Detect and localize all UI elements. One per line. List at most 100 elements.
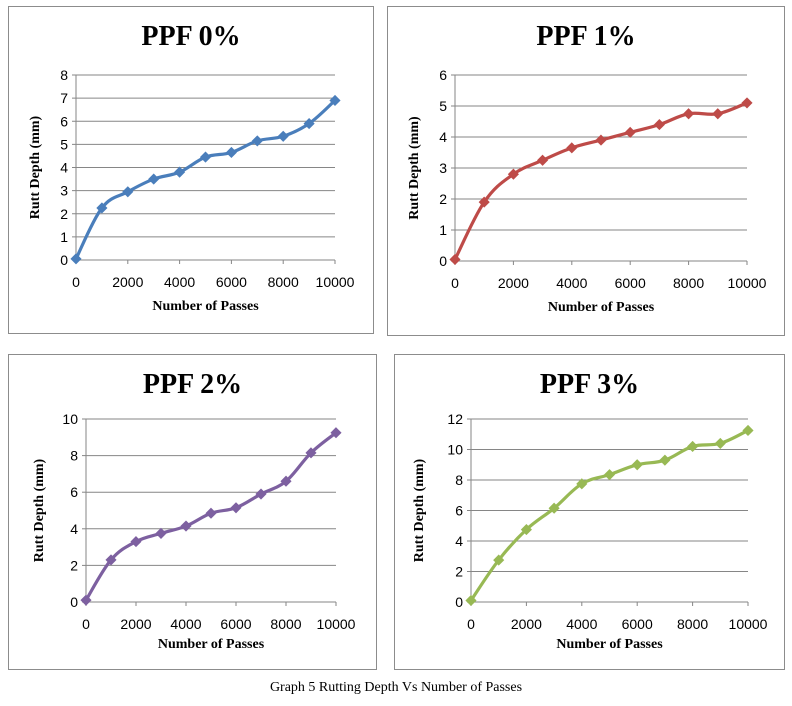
y-tick-label: 8 — [70, 448, 78, 464]
x-tick-label: 4000 — [170, 616, 201, 632]
data-point-marker — [225, 146, 237, 159]
data-point-marker — [653, 119, 665, 131]
data-point-marker — [742, 424, 754, 437]
x-tick-label: 6000 — [220, 616, 251, 632]
x-axis-title: Number of Passes — [158, 637, 265, 652]
y-tick-label: 2 — [60, 206, 68, 222]
data-point-marker — [155, 527, 167, 539]
y-tick-label: 4 — [60, 160, 68, 176]
data-point-marker — [683, 108, 695, 120]
series-line — [453, 101, 749, 262]
data-point-marker — [96, 202, 108, 214]
y-tick-label: 4 — [70, 521, 78, 537]
y-tick-label: 3 — [439, 160, 447, 176]
y-axis-title: Rutt Depth (mm) — [28, 115, 43, 219]
data-point-marker — [330, 427, 342, 439]
data-point-marker — [687, 440, 699, 453]
data-point-marker — [478, 196, 490, 208]
x-tick-label: 10000 — [728, 275, 767, 291]
x-axis-title: Number of Passes — [548, 300, 655, 315]
x-tick-label: 8000 — [673, 275, 704, 291]
y-axis-title: Rutt Depth (mm) — [407, 116, 422, 220]
data-point-marker — [205, 507, 217, 519]
chart-panel-ppf-1: PPF 1% 0 1 2 3 4 5 6 0 2000 4000 6000 8000 10000 Numb… — [387, 6, 785, 336]
x-tick-label: 2000 — [120, 616, 151, 632]
data-point-marker — [465, 594, 477, 607]
chart-title: PPF 2% — [142, 369, 243, 400]
series-line — [74, 98, 337, 261]
data-point-marker — [280, 475, 292, 487]
data-point-marker — [199, 151, 212, 163]
y-axis-title: Rutt Depth (mm) — [412, 458, 427, 562]
x-tick-label: 8000 — [268, 274, 299, 290]
line-chart-ppf-1: 0 1 2 3 4 5 6 0 2000 4000 6000 8000 10000 Number of P… — [407, 67, 767, 315]
data-point-marker — [449, 253, 461, 266]
data-point-marker — [548, 502, 560, 514]
y-tick-label: 6 — [439, 67, 447, 83]
y-tick-label: 0 — [439, 253, 447, 269]
chart-panel-ppf-0: PPF 0% 0 1 2 3 4 5 6 7 8 0 2000 4000 6000 8000 10000 Nu… — [8, 6, 374, 334]
data-point-marker — [305, 447, 317, 459]
data-point-marker — [105, 554, 117, 566]
data-point-marker — [303, 117, 315, 130]
x-tick-label: 6000 — [615, 275, 646, 291]
x-tick-label: 6000 — [216, 274, 247, 290]
y-axis-title: Rutt Depth (mm) — [32, 458, 47, 562]
x-tick-label: 0 — [72, 274, 80, 290]
x-tick-label: 2000 — [498, 275, 529, 291]
data-point-marker — [624, 126, 636, 138]
y-tick-label: 0 — [455, 594, 463, 610]
y-tick-label: 6 — [455, 503, 463, 519]
y-tick-label: 1 — [60, 229, 68, 245]
chart-panel-ppf-3: PPF 3% 0 2 4 6 8 10 12 0 2000 4000 6000 8000 10000 Nu… — [394, 354, 785, 670]
y-tick-label: 4 — [439, 129, 447, 145]
y-tick-label: 5 — [439, 98, 447, 114]
data-point-marker — [659, 454, 671, 466]
y-tick-label: 6 — [60, 113, 68, 129]
data-point-marker — [251, 135, 263, 147]
data-point-marker — [70, 253, 82, 265]
line-chart-ppf-0: 0 1 2 3 4 5 6 7 8 0 2000 4000 6000 8000 10000 Number of… — [28, 67, 355, 314]
line-chart-ppf-3: 0 2 4 6 8 10 12 0 2000 4000 6000 8000 10000 Number of… — [412, 411, 768, 652]
data-point-marker — [537, 154, 549, 166]
data-point-marker — [566, 142, 578, 154]
y-tick-label: 8 — [455, 472, 463, 488]
line-chart-ppf-2: 0 2 4 6 8 10 0 2000 4000 6000 8000 10000 Number of P… — [32, 411, 356, 652]
x-tick-label: 10000 — [316, 274, 355, 290]
data-point-marker — [714, 437, 726, 449]
x-tick-label: 4000 — [566, 616, 597, 632]
y-tick-label: 10 — [62, 411, 78, 427]
chart-title: PPF 1% — [536, 21, 636, 52]
y-tick-label: 1 — [439, 222, 447, 238]
chart-panel-ppf-2: PPF 2% 0 2 4 6 8 10 0 2000 4000 6000 8000 10000 Numb… — [8, 354, 377, 670]
data-point-marker — [80, 594, 92, 606]
data-point-marker — [520, 523, 532, 536]
x-tick-label: 2000 — [511, 616, 542, 632]
chart-title: PPF 3% — [539, 369, 640, 400]
x-tick-label: 10000 — [317, 616, 356, 632]
x-tick-label: 0 — [451, 275, 459, 291]
y-tick-label: 0 — [60, 252, 68, 268]
y-tick-label: 10 — [447, 442, 463, 458]
x-tick-label: 8000 — [677, 616, 708, 632]
data-point-marker — [180, 520, 192, 532]
x-axis-title: Number of Passes — [556, 637, 663, 652]
data-point-marker — [741, 97, 753, 109]
data-point-marker — [595, 134, 607, 146]
x-tick-label: 6000 — [622, 616, 653, 632]
x-tick-label: 4000 — [556, 275, 587, 291]
data-point-marker — [122, 186, 134, 198]
data-point-marker — [631, 459, 643, 471]
y-tick-label: 3 — [60, 183, 68, 199]
data-point-marker — [576, 478, 588, 490]
data-point-marker — [277, 130, 289, 142]
y-tick-label: 7 — [60, 90, 68, 106]
x-tick-label: 8000 — [270, 616, 301, 632]
x-tick-label: 2000 — [112, 274, 143, 290]
data-point-marker — [329, 94, 341, 107]
data-point-marker — [148, 173, 160, 185]
x-tick-label: 10000 — [729, 616, 768, 632]
data-point-marker — [130, 536, 142, 548]
data-point-marker — [507, 168, 519, 180]
y-tick-label: 0 — [70, 594, 78, 610]
